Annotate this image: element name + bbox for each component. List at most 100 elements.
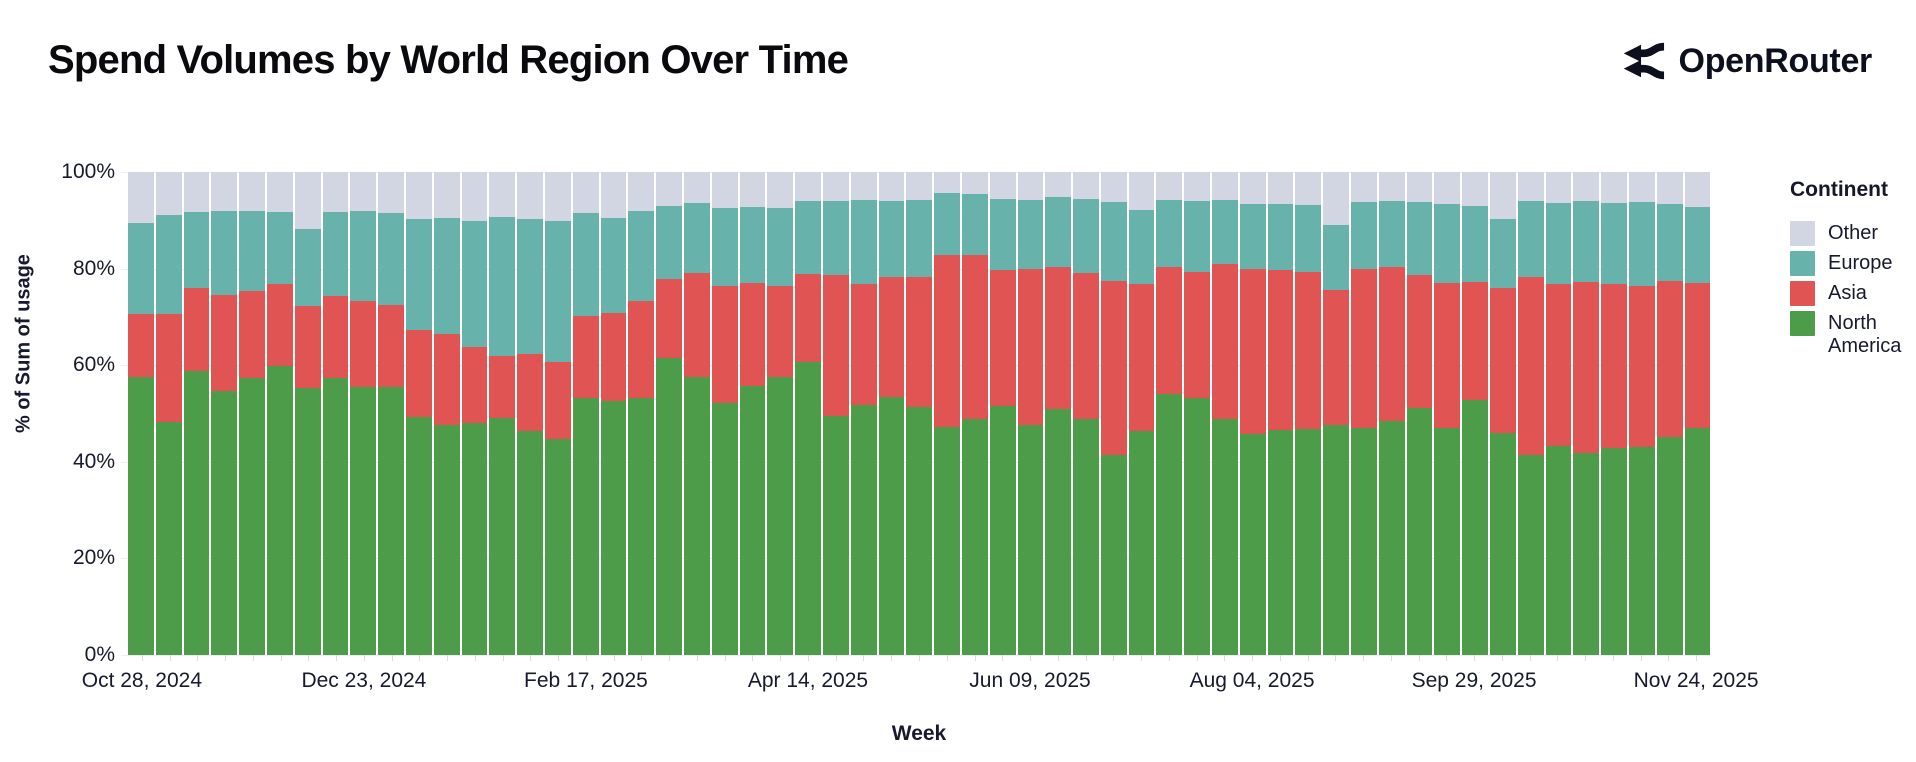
bar-segment-other[interactable] [1184, 172, 1211, 202]
bar-Oct 27, 2025[interactable] [1573, 172, 1600, 655]
bar-Feb 03, 2025[interactable] [517, 172, 543, 655]
bar-segment-asia[interactable] [656, 279, 682, 358]
bar-segment-asia[interactable] [1184, 272, 1211, 398]
bar-segment-other[interactable] [1073, 172, 1099, 200]
bar-segment-asia[interactable] [1295, 272, 1322, 430]
bar-Apr 14, 2025[interactable] [795, 172, 821, 655]
bar-segment-europe[interactable] [961, 194, 988, 256]
bar-segment-other[interactable] [1295, 172, 1322, 205]
bar-segment-asia[interactable] [294, 305, 321, 389]
bar-segment-asia[interactable] [961, 255, 988, 420]
bar-segment-other[interactable] [600, 172, 627, 218]
legend-item-other[interactable]: Other [1790, 220, 1912, 246]
bar-segment-other[interactable] [1545, 172, 1572, 204]
bar-segment-asia[interactable] [461, 347, 488, 423]
bar-Mar 24, 2025[interactable] [711, 172, 738, 655]
bar-segment-other[interactable] [767, 172, 794, 208]
bar-segment-north-america[interactable] [1434, 428, 1461, 655]
bar-segment-other[interactable] [1490, 172, 1516, 220]
bar-segment-europe[interactable] [266, 211, 293, 284]
bar-segment-other[interactable] [155, 172, 182, 215]
bar-segment-europe[interactable] [934, 193, 960, 256]
bar-segment-europe[interactable] [1100, 202, 1127, 281]
bar-segment-europe[interactable] [239, 210, 265, 291]
bar-segment-asia[interactable] [1573, 281, 1600, 454]
bar-segment-asia[interactable] [1267, 270, 1294, 430]
bar-Feb 24, 2025[interactable] [600, 172, 627, 655]
bar-segment-europe[interactable] [461, 221, 488, 348]
bar-Aug 25, 2025[interactable] [1323, 172, 1350, 655]
bar-segment-north-america[interactable] [128, 377, 154, 655]
bar-segment-north-america[interactable] [183, 371, 210, 655]
bar-segment-other[interactable] [378, 172, 404, 214]
bar-segment-north-america[interactable] [1517, 455, 1544, 655]
bar-segment-other[interactable] [517, 172, 543, 219]
bar-segment-asia[interactable] [628, 301, 655, 398]
bar-segment-north-america[interactable] [1378, 420, 1405, 655]
bar-segment-north-america[interactable] [405, 417, 432, 655]
bar-segment-europe[interactable] [1656, 203, 1683, 281]
bar-segment-north-america[interactable] [1156, 394, 1183, 655]
bar-Jan 06, 2025[interactable] [405, 172, 432, 655]
bar-segment-north-america[interactable] [1212, 419, 1238, 655]
bar-segment-other[interactable] [461, 172, 488, 222]
bar-Mar 17, 2025[interactable] [683, 172, 710, 655]
bar-segment-europe[interactable] [1239, 203, 1266, 270]
bar-segment-europe[interactable] [795, 201, 821, 274]
bar-segment-north-america[interactable] [155, 422, 182, 655]
bar-segment-other[interactable] [628, 172, 655, 211]
bar-segment-north-america[interactable] [294, 388, 321, 655]
bar-Nov 10, 2025[interactable] [1629, 172, 1655, 655]
bar-segment-north-america[interactable] [1462, 400, 1489, 655]
bar-Apr 21, 2025[interactable] [822, 172, 849, 655]
bar-segment-north-america[interactable] [1128, 430, 1155, 655]
bar-segment-north-america[interactable] [1100, 455, 1127, 655]
bar-segment-asia[interactable] [795, 273, 821, 363]
bar-segment-asia[interactable] [572, 316, 599, 398]
bar-segment-other[interactable] [322, 172, 349, 212]
bar-segment-other[interactable] [906, 172, 933, 201]
bar-segment-asia[interactable] [1351, 269, 1377, 429]
bar-segment-other[interactable] [183, 172, 210, 212]
bar-Dec 23, 2024[interactable] [350, 172, 377, 655]
bar-segment-europe[interactable] [1490, 219, 1516, 289]
bar-segment-north-america[interactable] [878, 397, 905, 655]
bar-segment-asia[interactable] [711, 285, 738, 404]
bar-segment-other[interactable] [1100, 172, 1127, 203]
bar-segment-other[interactable] [128, 172, 154, 223]
bar-segment-asia[interactable] [405, 329, 432, 418]
bar-Jun 09, 2025[interactable] [1017, 172, 1044, 655]
bar-segment-europe[interactable] [628, 210, 655, 302]
bar-segment-north-america[interactable] [1323, 425, 1350, 655]
bar-segment-asia[interactable] [378, 304, 404, 388]
bar-segment-asia[interactable] [1073, 273, 1099, 420]
bar-May 12, 2025[interactable] [906, 172, 933, 655]
bar-segment-asia[interactable] [489, 356, 516, 419]
bar-segment-asia[interactable] [1406, 274, 1433, 409]
bar-segment-asia[interactable] [1378, 267, 1405, 421]
bar-segment-europe[interactable] [1434, 203, 1461, 283]
bar-segment-asia[interactable] [1517, 277, 1544, 456]
bar-segment-north-america[interactable] [489, 418, 516, 655]
bar-segment-other[interactable] [739, 172, 766, 207]
bar-segment-europe[interactable] [656, 205, 682, 280]
bar-segment-north-america[interactable] [989, 405, 1016, 655]
bar-segment-other[interactable] [1128, 172, 1155, 210]
bar-segment-other[interactable] [961, 172, 988, 195]
bar-segment-other[interactable] [934, 172, 960, 194]
bar-Jun 02, 2025[interactable] [989, 172, 1016, 655]
bar-segment-europe[interactable] [850, 200, 877, 285]
bar-segment-north-america[interactable] [795, 362, 821, 655]
bar-Jan 13, 2025[interactable] [433, 172, 460, 655]
bar-Jun 16, 2025[interactable] [1045, 172, 1072, 655]
bar-Dec 16, 2024[interactable] [322, 172, 349, 655]
bar-segment-other[interactable] [1267, 172, 1294, 204]
bar-segment-europe[interactable] [683, 202, 710, 274]
bar-segment-north-america[interactable] [1656, 437, 1683, 655]
bar-segment-asia[interactable] [934, 255, 960, 427]
bar-segment-north-america[interactable] [1684, 428, 1711, 655]
bar-Jul 14, 2025[interactable] [1156, 172, 1183, 655]
bar-segment-other[interactable] [683, 172, 710, 203]
bar-segment-other[interactable] [239, 172, 265, 211]
bar-segment-europe[interactable] [433, 217, 460, 334]
